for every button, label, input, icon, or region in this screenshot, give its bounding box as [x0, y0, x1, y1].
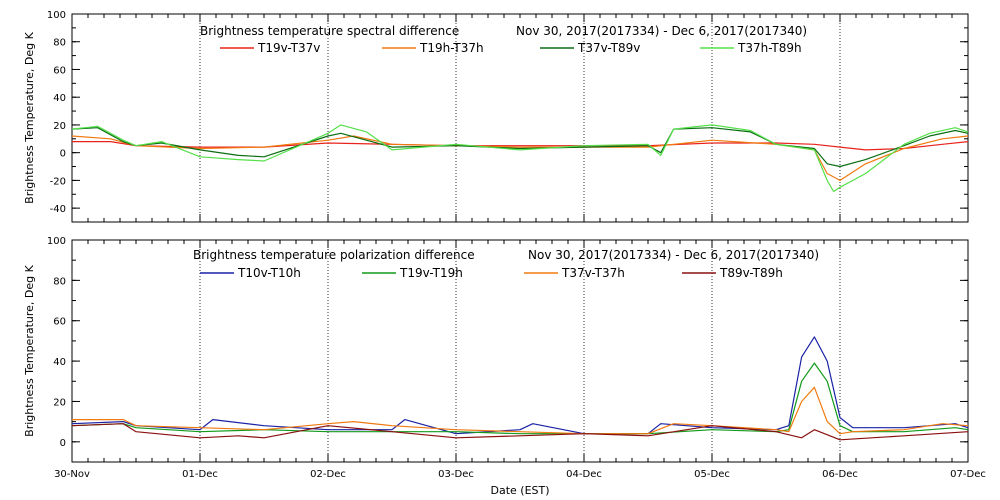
- chart-title: Brightness temperature spectral differen…: [200, 24, 459, 38]
- chart-date-range: Nov 30, 2017(2017334) - Dec 6, 2017(2017…: [516, 24, 807, 38]
- legend-label: T10v-T10h: [237, 266, 301, 280]
- y-tick-label: 60: [53, 65, 66, 76]
- legend-label: T19h-T37h: [419, 41, 484, 55]
- y-tick-label: 60: [53, 317, 66, 328]
- x-axis-label: Date (EST): [490, 484, 549, 497]
- y-tick-label: 100: [47, 236, 66, 247]
- y-tick-label: 40: [53, 357, 66, 368]
- y-tick-label: -40: [50, 204, 66, 215]
- y-tick-label: 40: [53, 93, 66, 104]
- legend-label: T37h-T89h: [737, 41, 802, 55]
- y-tick-label: 0: [60, 149, 66, 160]
- y-axis-label: Brightness Temperature, Deg K: [23, 31, 36, 203]
- legend-label: T37v-T89v: [577, 41, 640, 55]
- series-line-t89v-t89h: [71, 423, 969, 441]
- y-tick-label: 20: [53, 397, 66, 408]
- x-tick-label: 07-Dec: [950, 469, 986, 480]
- x-tick-label: 04-Dec: [566, 469, 602, 480]
- x-tick-label: 30-Nov: [54, 469, 90, 480]
- y-tick-label: -20: [50, 176, 66, 187]
- series-line-t19h-t37h: [71, 135, 969, 181]
- legend-label: T89v-T89h: [719, 266, 783, 280]
- spectral-difference-panel: Brightness temperature spectral differen…: [23, 10, 969, 223]
- legend-label: T19v-T37v: [257, 41, 320, 55]
- series-line-t37v-t37h: [72, 386, 969, 435]
- series-line-t37h-t89h: [71, 124, 969, 193]
- x-tick-label: 03-Dec: [438, 469, 474, 480]
- y-tick-label: 100: [47, 10, 66, 21]
- x-tick-label: 06-Dec: [822, 469, 858, 480]
- y-tick-label: 20: [53, 121, 66, 132]
- series-line-t19v-t19h: [71, 362, 969, 435]
- y-tick-label: 80: [53, 38, 66, 49]
- legend-label: T19v-T19h: [399, 266, 463, 280]
- y-tick-label: 0: [60, 438, 66, 449]
- x-tick-label: 01-Dec: [182, 469, 218, 480]
- legend-label: T37v-T37h: [561, 266, 625, 280]
- series-line-t10v-t10h: [71, 336, 969, 435]
- chart-date-range: Nov 30, 2017(2017334) - Dec 6, 2017(2017…: [528, 248, 819, 262]
- x-tick-label: 02-Dec: [310, 469, 346, 480]
- y-axis-label: Brightness Temperature, Deg K: [23, 264, 36, 436]
- x-tick-label: 05-Dec: [694, 469, 730, 480]
- series-line-t37v-t89v: [71, 127, 969, 168]
- y-tick-label: 80: [53, 276, 66, 287]
- polarization-difference-panel: Brightness temperature polarization diff…: [23, 236, 986, 497]
- chart-title: Brightness temperature polarization diff…: [193, 248, 475, 262]
